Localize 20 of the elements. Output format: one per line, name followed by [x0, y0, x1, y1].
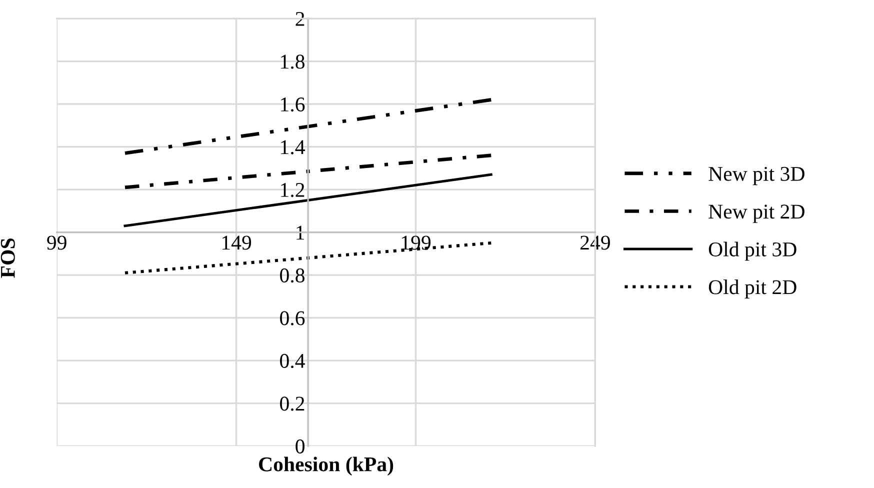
legend-label: Old pit 2D — [708, 280, 796, 298]
x-tick-label: 99 — [47, 236, 66, 250]
legend-label: New pit 2D — [708, 204, 804, 223]
y-axis-title: FOS — [0, 238, 15, 278]
y-tick-label: 0.4 — [280, 354, 305, 368]
y-tick-label: 0.2 — [280, 396, 304, 411]
y-tick-label: 2 — [296, 12, 304, 26]
x-axis-title: Cohesion (kPa) — [259, 456, 394, 476]
y-tick-label: 1.6 — [281, 97, 305, 112]
y-tick-label: 0.8 — [280, 268, 304, 283]
y-tick-label: 0 — [296, 439, 304, 454]
y-tick-label: 0.6 — [280, 311, 305, 326]
y-tick-label: 1.2 — [281, 182, 304, 198]
x-tick-label: 199 — [402, 236, 431, 250]
y-tick-label: 1.8 — [281, 54, 304, 69]
legend-label: New pit 3D — [708, 166, 804, 186]
y-tick-label: 1.4 — [281, 140, 305, 154]
x-tick-label: 249 — [580, 236, 610, 250]
legend-label: Old pit 3D — [708, 242, 796, 261]
x-tick-label: 149 — [222, 236, 252, 250]
